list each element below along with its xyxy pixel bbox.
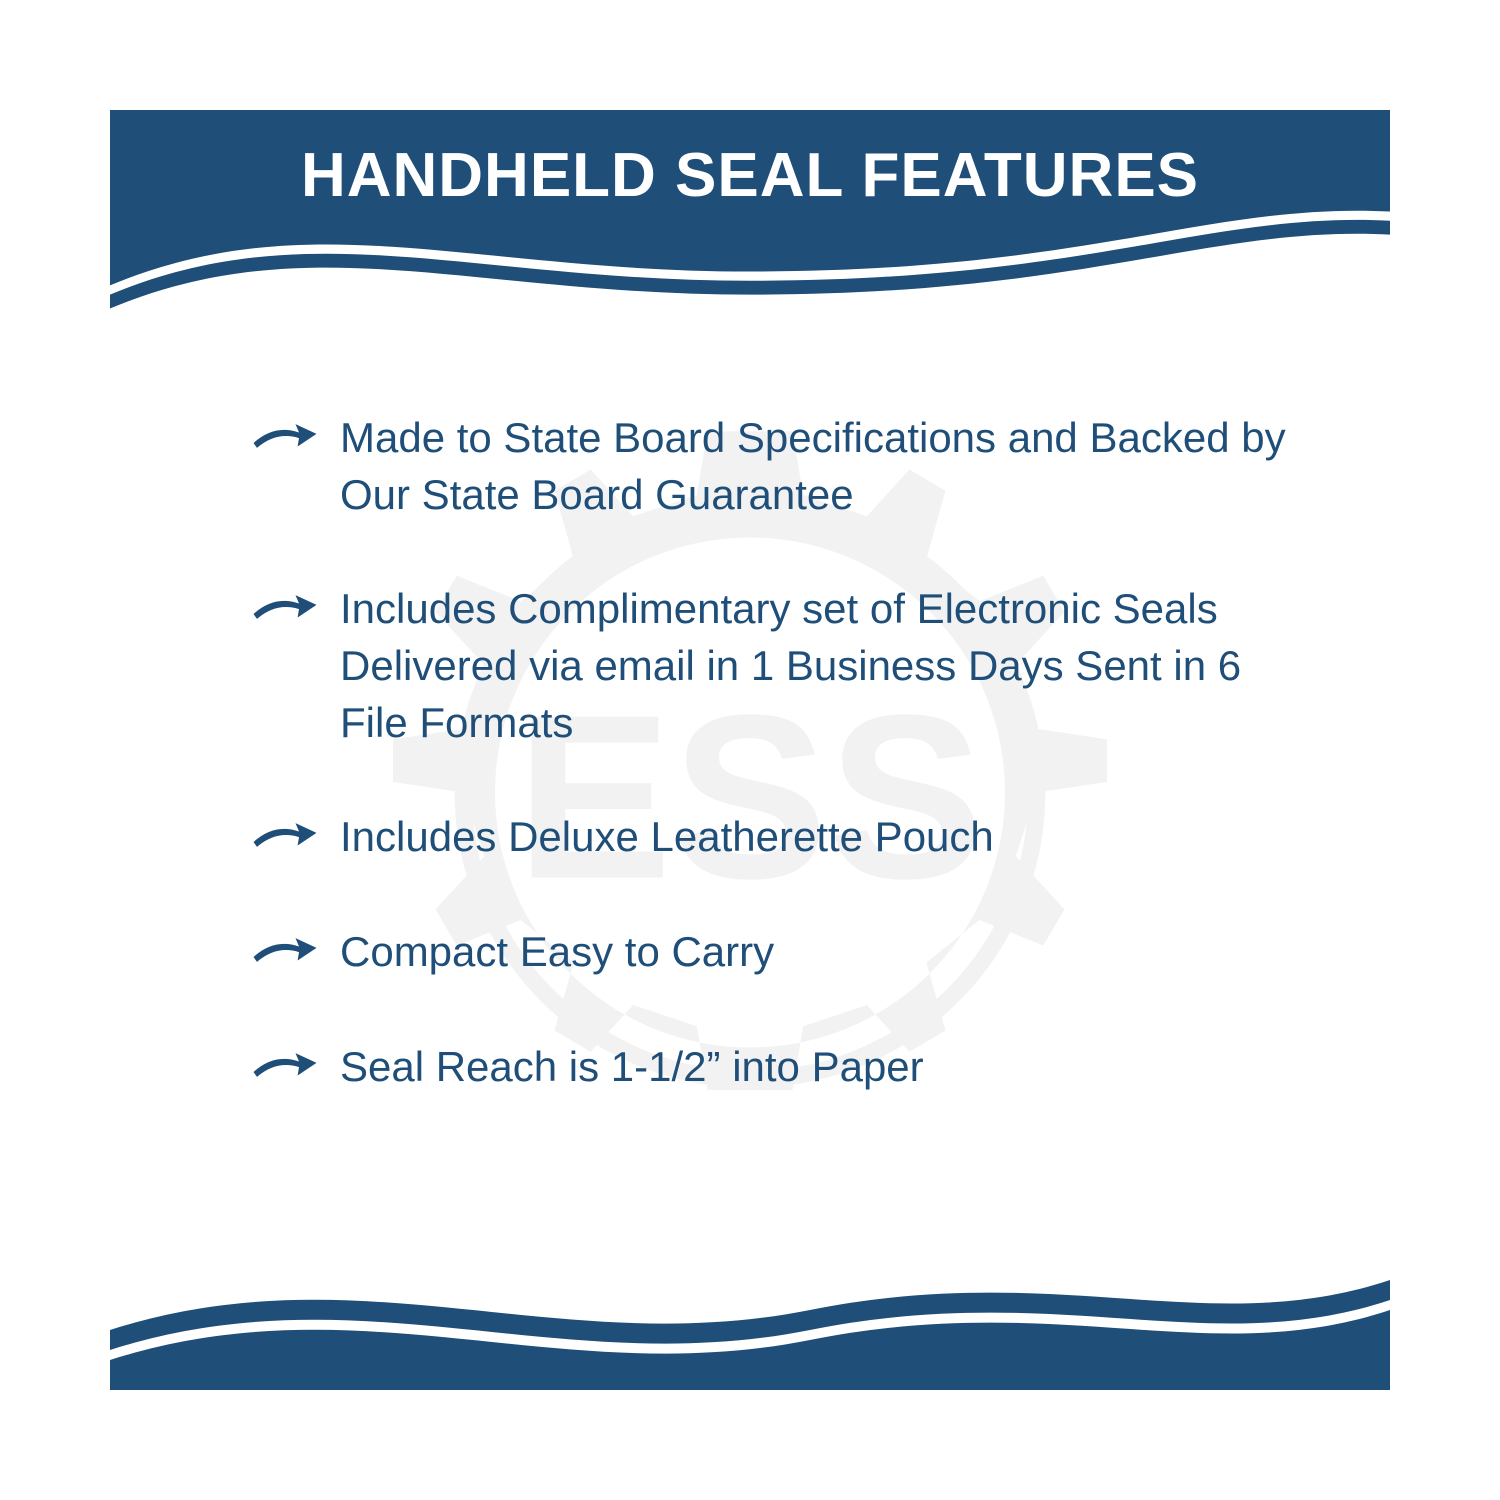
footer-wave [110,1230,1390,1390]
feature-item: Compact Easy to Carry [250,924,1310,981]
page-title: HANDHELD SEAL FEATURES [110,140,1390,211]
arrow-icon [250,1045,340,1090]
feature-text: Made to State Board Specifications and B… [340,410,1310,523]
feature-text: Includes Complimentary set of Electronic… [340,581,1310,751]
feature-item: Seal Reach is 1-1/2” into Paper [250,1039,1310,1096]
arrow-icon [250,587,340,632]
feature-text: Compact Easy to Carry [340,924,774,981]
feature-text: Seal Reach is 1-1/2” into Paper [340,1039,924,1096]
feature-item: Made to State Board Specifications and B… [250,410,1310,523]
arrow-icon [250,930,340,975]
header: HANDHELD SEAL FEATURES [110,110,1390,350]
infographic-card: HANDHELD SEAL FEATURES ESS Made to State… [110,110,1390,1390]
feature-item: Includes Deluxe Leatherette Pouch [250,809,1310,866]
features-list: Made to State Board Specifications and B… [110,350,1390,1096]
feature-text: Includes Deluxe Leatherette Pouch [340,809,994,866]
feature-item: Includes Complimentary set of Electronic… [250,581,1310,751]
arrow-icon [250,416,340,461]
arrow-icon [250,815,340,860]
